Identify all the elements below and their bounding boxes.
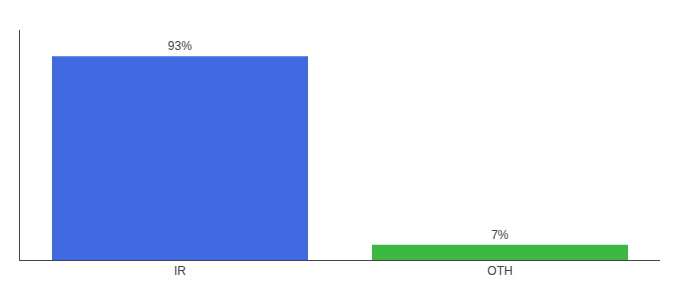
svg-text:93%: 93%: [168, 39, 192, 53]
svg-text:7%: 7%: [491, 228, 509, 242]
svg-text:OTH: OTH: [487, 264, 512, 278]
svg-text:IR: IR: [174, 264, 186, 278]
